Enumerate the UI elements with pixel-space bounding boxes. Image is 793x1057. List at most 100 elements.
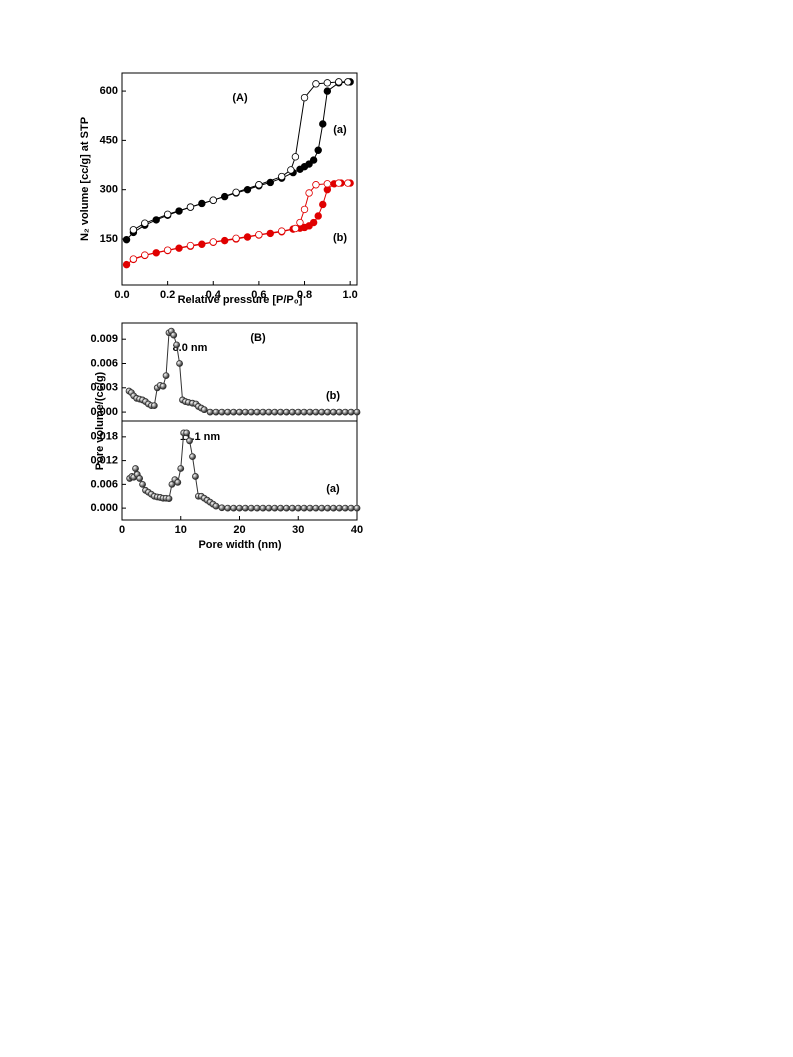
data-point [323,79,332,87]
data-point [236,408,243,416]
data-point [186,203,195,211]
data-point [318,504,326,512]
data-point [347,504,355,512]
x-axis-label: Pore width (nm) [198,539,281,551]
data-point [300,408,308,416]
data-point [341,504,349,512]
data-point [218,504,226,512]
data-point [247,504,255,512]
data-point [324,504,332,512]
data-point [283,504,290,512]
annotation: 8.0 nm [173,342,208,354]
data-point [141,251,149,259]
data-point [335,179,343,187]
annotation: (A) [232,92,248,104]
data-point [232,188,240,197]
data-point [300,93,309,102]
data-point [259,408,267,416]
data-point [206,408,214,416]
data-point [309,156,318,164]
data-point [122,235,131,244]
data-point [335,504,343,512]
annotation: (a) [326,483,340,495]
data-point [241,408,249,416]
series-line [133,182,348,260]
data-point [177,465,185,472]
data-point [305,160,313,168]
series-line [128,330,357,413]
data-point [259,504,267,512]
data-point [271,408,279,416]
data-point [344,78,352,86]
data-point [212,408,220,416]
data-point [265,504,273,512]
data-point [347,408,355,416]
data-point [192,473,199,480]
data-point [300,205,309,214]
y-tick-label: 600 [100,85,118,97]
x-axis-label: Relative pressure [P/P₀] [178,294,303,306]
data-point [255,231,263,239]
data-point [170,331,178,339]
data-point [353,504,361,512]
data-point [319,120,327,128]
data-point [278,172,286,181]
data-point [294,408,302,416]
data-point [296,218,304,227]
data-point [312,80,320,88]
data-point [200,406,208,414]
data-point [209,238,217,246]
data-point [189,453,196,461]
data-point [230,504,238,512]
data-point [314,212,322,220]
data-point [176,360,183,367]
data-point [129,226,138,234]
y-tick-label: 0.003 [90,382,118,394]
data-point [183,429,191,437]
data-point [287,166,295,174]
data-point [159,382,167,390]
data-point [271,504,279,512]
data-point [291,153,300,161]
data-point [318,408,326,416]
data-point [278,227,286,235]
y-tick-label: 0.000 [90,502,118,514]
x-tick-label: 40 [351,524,363,536]
data-point [162,372,170,380]
y-tick-label: 0.012 [90,455,118,467]
data-point [253,408,261,416]
data-point [306,504,314,512]
data-point [186,437,193,445]
data-point [335,408,343,416]
data-point [141,219,149,227]
data-point [341,408,349,416]
data-point [139,480,146,488]
data-point [236,504,243,512]
data-point [255,181,263,189]
data-point [241,504,249,512]
data-point [324,408,332,416]
data-point [165,495,173,503]
data-point [344,179,352,187]
x-tick-label: 0.4 [206,289,222,301]
data-point [319,200,327,209]
data-point [129,255,138,263]
data-point [288,408,296,416]
x-tick-label: 1.0 [343,289,358,301]
annotation: (b) [326,390,340,402]
data-point [168,480,176,488]
data-point [265,408,273,416]
data-point [163,210,172,219]
y-tick-label: 300 [100,184,118,196]
data-point [309,218,318,227]
x-tick-label: 30 [292,524,304,536]
data-point [330,504,337,512]
data-point [247,408,255,416]
data-point [335,78,343,86]
data-point [314,146,322,154]
data-point [224,408,232,416]
y-tick-label: 0.018 [90,431,118,443]
data-point [288,504,296,512]
y-tick-label: 0.006 [90,357,118,369]
